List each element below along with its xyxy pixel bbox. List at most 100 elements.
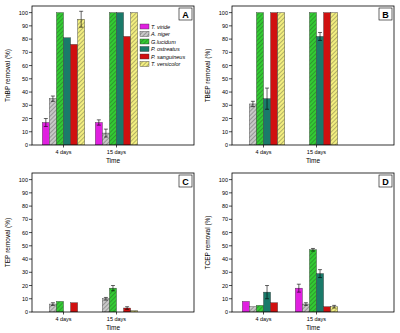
bar [317,274,324,312]
x-tick [63,145,64,148]
bar [331,13,338,145]
y-tick [29,206,32,207]
bar [324,13,331,145]
error-cap [265,88,269,89]
y-tick-label: 100 [219,10,228,16]
error-cap [51,302,55,303]
panel: 0102030405060708090100TCEP removal (%)4 … [204,173,394,331]
x-tick-label: 15 days [307,149,327,155]
error-line [252,101,253,106]
error-bar [265,286,269,299]
bar [131,13,138,145]
error-cap [332,308,336,309]
error-cap [304,305,308,306]
legend-label: P. sanguineus [151,54,185,60]
x-tick [316,145,317,148]
bar [49,99,56,145]
y-tick-label: 30 [22,102,28,108]
y-tick [29,312,32,313]
error-line [267,286,268,299]
panel: 0102030405060708090100TnBP removal (%)4 … [4,6,194,164]
y-tick [29,232,32,233]
panel-letter: D [382,177,389,187]
y-tick-label: 20 [22,283,28,289]
error-bar [318,270,322,278]
y-tick [29,131,32,132]
error-cap [311,251,315,252]
bar [109,288,116,312]
error-cap [304,302,308,303]
y-axis-label: TCEP removal (%) [204,215,212,269]
y-tick-label: 40 [22,256,28,262]
bar [309,13,316,145]
x-tick [263,312,264,315]
bar [102,299,109,312]
error-line [81,11,82,27]
y-tick-label: 90 [222,190,228,196]
x-tick-label: 4 days [55,316,71,322]
y-tick-label: 100 [219,177,228,183]
y-tick [29,219,32,220]
y-tick [29,39,32,40]
error-cap [125,306,129,307]
x-tick-label: 15 days [107,316,127,322]
error-cap [97,125,101,126]
x-tick [63,312,64,315]
error-cap [125,309,129,310]
y-tick-label: 10 [22,296,28,302]
y-tick-label: 10 [22,129,28,135]
y-tick [29,92,32,93]
bar [324,307,331,312]
error-bar [311,248,315,251]
y-tick-label: 80 [222,36,228,42]
y-tick-label: 0 [25,309,28,315]
x-tick-label: 4 days [55,149,71,155]
bars [242,248,337,312]
y-tick-label: 50 [22,76,28,82]
error-bar [251,101,255,106]
panel-letter-box [179,8,192,20]
error-cap [251,101,255,102]
y-tick [229,12,232,13]
legend-label: G.lucidum [151,39,176,45]
x-tick [263,145,264,148]
y-tick-label: 50 [222,243,228,249]
y-tick [229,232,232,233]
y-tick-label: 0 [25,142,28,148]
y-tick-label: 90 [22,23,28,29]
y-tick [29,65,32,66]
y-tick-label: 60 [222,63,228,69]
y-tick-label: 30 [22,269,28,275]
y-tick [229,179,232,180]
y-tick [229,312,232,313]
y-tick [29,259,32,260]
error-cap [97,119,101,120]
y-tick-label: 60 [22,230,28,236]
y-tick [229,25,232,26]
bar [317,36,324,145]
error-line [312,248,313,251]
error-line [45,119,46,127]
y-tick [29,145,32,146]
panel-letter: C [182,177,189,187]
y-tick-label: 20 [22,116,28,122]
error-bar [332,305,336,308]
y-tick-label: 70 [22,49,28,55]
panel-letter-box [379,8,392,20]
error-line [320,270,321,278]
error-cap [79,11,83,12]
error-cap [79,27,83,28]
bar [124,36,131,145]
error-cap [104,129,108,130]
error-line [52,96,53,101]
x-tick-label: 4 days [255,149,271,155]
bar [271,303,278,312]
y-tick-label: 80 [22,203,28,209]
y-tick-label: 0 [225,309,228,315]
error-bar [304,303,308,306]
y-tick-label: 50 [222,76,228,82]
x-tick [116,145,117,148]
error-bar [79,11,83,27]
legend-swatch [140,54,149,59]
y-tick-label: 70 [222,49,228,55]
